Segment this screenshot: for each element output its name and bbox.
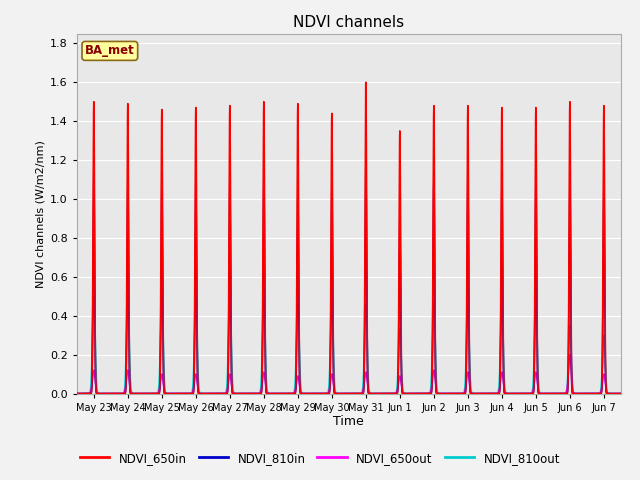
Line: NDVI_650out: NDVI_650out <box>77 355 621 394</box>
NDVI_650out <box>566 352 573 358</box>
Line: NDVI_810in: NDVI_810in <box>77 164 621 394</box>
Line: NDVI_810out: NDVI_810out <box>77 296 621 394</box>
NDVI_810in <box>270 391 278 396</box>
NDVI_650in <box>419 391 426 396</box>
NDVI_810in <box>73 391 81 396</box>
Line: NDVI_650in: NDVI_650in <box>77 82 621 394</box>
NDVI_810out <box>395 346 403 351</box>
NDVI_810out <box>419 391 426 396</box>
NDVI_650out <box>395 379 403 384</box>
X-axis label: Time: Time <box>333 415 364 429</box>
NDVI_810in <box>395 330 403 336</box>
NDVI_810in <box>617 391 625 396</box>
NDVI_650in <box>270 391 278 396</box>
Text: BA_met: BA_met <box>85 44 134 58</box>
NDVI_650out <box>419 391 426 396</box>
NDVI_810in <box>100 391 108 396</box>
NDVI_810out <box>90 293 98 299</box>
NDVI_650in <box>506 391 513 396</box>
NDVI_810out <box>100 391 108 396</box>
NDVI_810out <box>270 391 278 396</box>
NDVI_650out <box>476 391 484 396</box>
NDVI_650in <box>100 391 108 396</box>
NDVI_650out <box>506 391 513 396</box>
NDVI_650in <box>73 391 81 396</box>
NDVI_650out <box>270 391 278 396</box>
NDVI_810in <box>506 391 513 396</box>
Y-axis label: NDVI channels (W/m2/nm): NDVI channels (W/m2/nm) <box>36 140 46 288</box>
NDVI_810in <box>362 161 370 167</box>
NDVI_810out <box>617 391 625 396</box>
NDVI_650out <box>73 391 81 396</box>
NDVI_650in <box>617 391 625 396</box>
Title: NDVI channels: NDVI channels <box>293 15 404 30</box>
NDVI_650in <box>476 391 484 396</box>
NDVI_810in <box>476 391 484 396</box>
NDVI_810out <box>506 391 513 396</box>
NDVI_810in <box>419 391 426 396</box>
NDVI_810out <box>476 391 484 396</box>
NDVI_650out <box>100 391 108 396</box>
NDVI_650in <box>395 300 403 305</box>
NDVI_650out <box>617 391 625 396</box>
Legend: NDVI_650in, NDVI_810in, NDVI_650out, NDVI_810out: NDVI_650in, NDVI_810in, NDVI_650out, NDV… <box>75 447 565 469</box>
NDVI_650in <box>362 79 370 85</box>
NDVI_810out <box>73 391 81 396</box>
